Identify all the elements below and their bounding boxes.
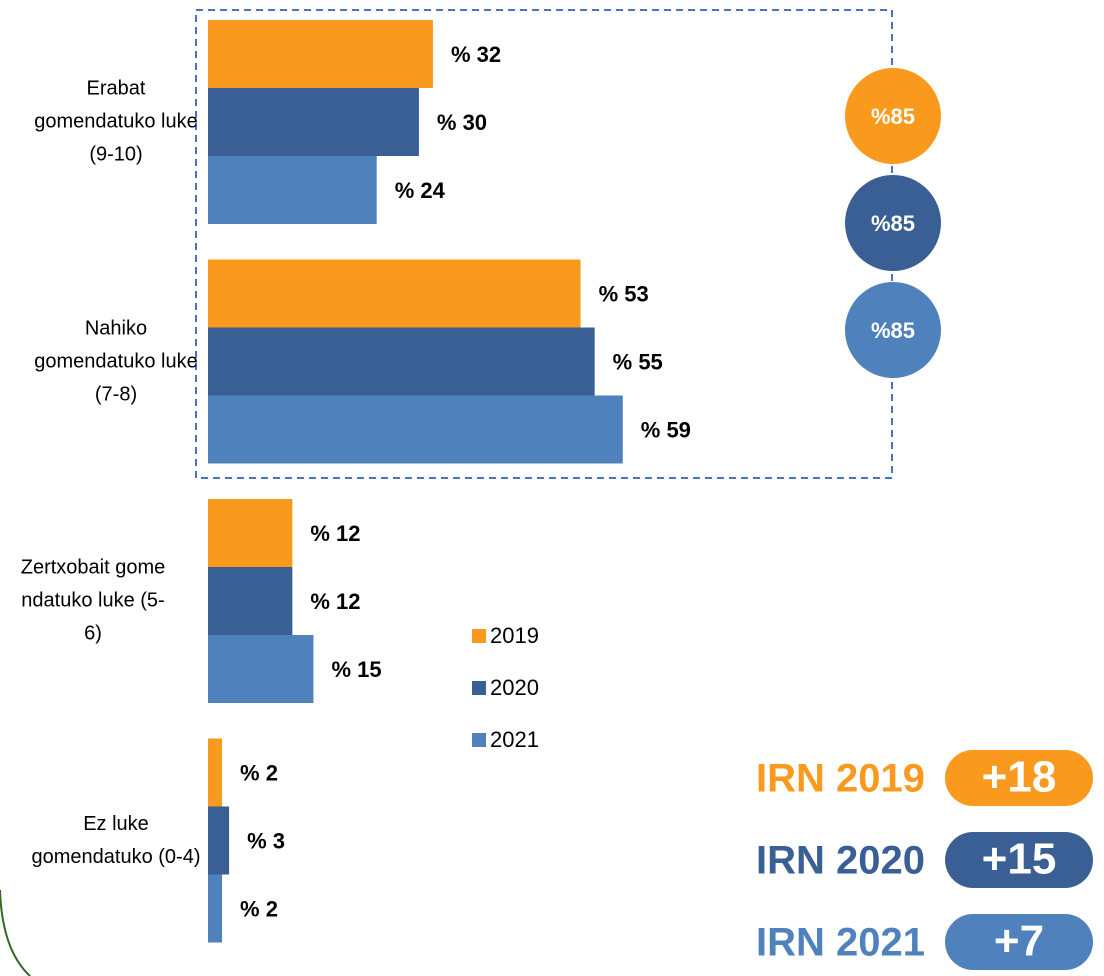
legend-swatch — [472, 681, 486, 695]
bar — [208, 806, 230, 875]
value-label: % 3 — [247, 828, 285, 853]
bar — [208, 499, 293, 567]
bar — [208, 20, 433, 88]
legend-swatch — [472, 629, 486, 643]
legend-label: 2020 — [490, 675, 539, 700]
bar — [208, 738, 223, 807]
nps-label: IRN 2021 — [756, 921, 925, 965]
bar — [208, 259, 581, 328]
category-label: Nahiko gomendatuko luke (7-8) — [34, 317, 198, 405]
corner-decoration — [0, 889, 31, 976]
value-label: % 2 — [240, 760, 278, 785]
value-label: % 59 — [641, 417, 691, 442]
circle-label: %85 — [871, 318, 915, 343]
value-label: % 12 — [310, 589, 360, 614]
value-label: % 12 — [310, 521, 360, 546]
category-label: Zertxobait gomendatuko luke (5-6) — [20, 556, 166, 645]
value-label: % 55 — [613, 349, 663, 374]
nps-pill — [945, 914, 1093, 970]
nps-value: +7 — [994, 917, 1044, 966]
bar — [208, 567, 293, 635]
bar — [208, 874, 223, 943]
value-label: % 30 — [437, 110, 487, 135]
nps-value: +18 — [982, 753, 1057, 802]
value-label: % 15 — [331, 657, 381, 682]
bar — [208, 327, 595, 396]
total-circle — [845, 282, 941, 378]
nps-pill — [945, 750, 1093, 806]
value-label: % 32 — [451, 42, 501, 67]
total-circle — [845, 68, 941, 164]
circle-label: %85 — [871, 104, 915, 129]
category-label: Ez luke gomendatuko (0-4) — [31, 812, 201, 868]
total-circle — [845, 175, 941, 271]
value-label: % 2 — [240, 896, 278, 921]
legend-label: 2021 — [490, 727, 539, 752]
value-label: % 53 — [599, 281, 649, 306]
nps-pill — [945, 832, 1093, 888]
bar — [208, 156, 377, 224]
circle-label: %85 — [871, 211, 915, 236]
bar — [208, 635, 314, 703]
bar — [208, 88, 419, 156]
category-label: Erabat gomendatuko luke (9-10) — [34, 77, 198, 166]
nps-label: IRN 2020 — [756, 839, 925, 883]
nps-label: IRN 2019 — [756, 757, 925, 801]
legend-label: 2019 — [490, 623, 539, 648]
nps-value: +15 — [982, 835, 1057, 884]
bar — [208, 395, 623, 464]
value-label: % 24 — [395, 178, 446, 203]
legend-swatch — [472, 733, 486, 747]
